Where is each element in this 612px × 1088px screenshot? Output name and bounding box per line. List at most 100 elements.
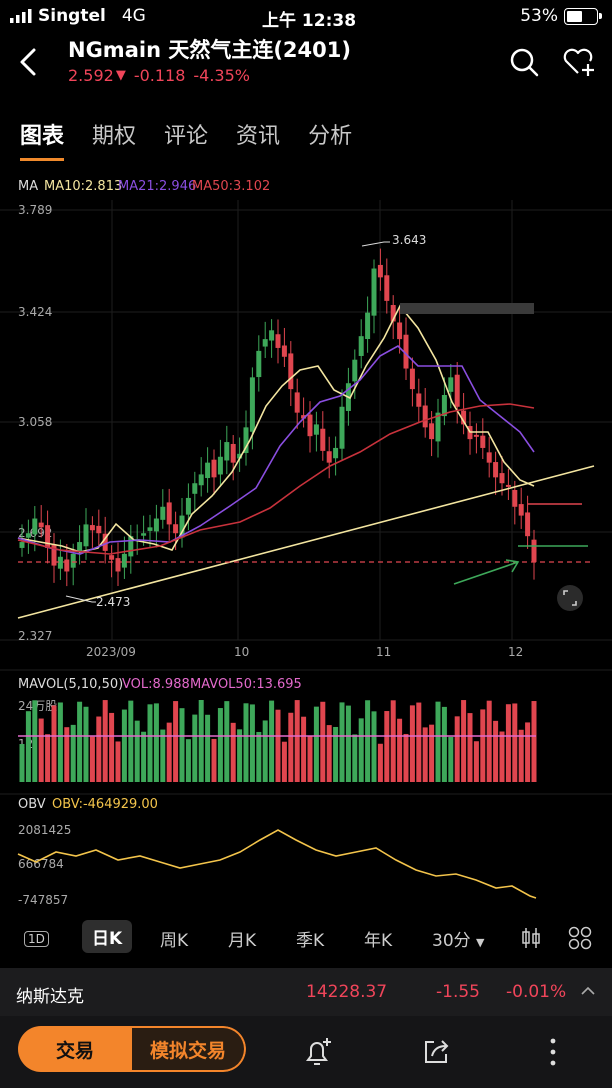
candle-body (153, 518, 159, 532)
timeframe-1d[interactable]: 1D (24, 928, 49, 948)
volume-bar (371, 711, 377, 782)
price-tick-2: 3.424 (18, 305, 52, 319)
timeframe-month[interactable]: 月K (228, 931, 257, 951)
time-tick-3: 11 (376, 645, 391, 659)
candle-body (96, 525, 102, 534)
volume-bar (493, 720, 499, 782)
candle-body (19, 542, 25, 548)
volume-bars (19, 700, 537, 782)
status-right: 53% (520, 6, 602, 26)
resistance-box (400, 303, 534, 314)
last-price: 2.592 (68, 66, 114, 85)
timeframe-day[interactable]: 日K (82, 920, 133, 953)
volume-bar (38, 718, 44, 782)
candle-body (409, 368, 415, 390)
volume-bar (19, 744, 25, 782)
share-icon[interactable] (420, 1036, 452, 1068)
timeframe-week[interactable]: 周K (160, 931, 189, 951)
tab-analysis[interactable]: 分析 (308, 124, 353, 149)
volume-bar (435, 701, 441, 782)
volume-bar (83, 706, 89, 782)
ma21-label: MA21:2.946 (118, 179, 196, 194)
chevron-up-icon[interactable] (580, 986, 596, 996)
candle-body (166, 502, 172, 525)
clock: 上午 12:38 (262, 11, 357, 31)
index-name: 纳斯达克 (16, 987, 84, 1007)
volume-bar (25, 711, 31, 782)
chart-area[interactable]: MA MA10:2.813 MA21:2.946 MA50:3.102 3.78… (0, 170, 612, 910)
volume-bar (128, 700, 134, 782)
search-icon[interactable] (508, 46, 540, 78)
back-arrow-icon[interactable] (14, 44, 44, 80)
index-ticker[interactable]: 纳斯达克 14228.37 -1.55 -0.01% (0, 968, 612, 1016)
candle-body (89, 525, 95, 531)
volume-bar (224, 701, 230, 782)
candle-body (499, 473, 505, 484)
timeframe-30min[interactable]: 30分 ▼ (432, 926, 485, 951)
battery-icon (564, 7, 602, 25)
candlestick-icon[interactable] (520, 926, 542, 950)
index-value: 14228.37 (306, 982, 388, 1002)
obv-tick-1: 2081425 (18, 823, 71, 837)
grid-icon[interactable] (568, 926, 592, 950)
time-tick-2: 10 (234, 645, 249, 659)
timeframe-bar: 1D 日K 周K 月K 季K 年K 30分 ▼ (0, 918, 612, 958)
volume-bar (307, 736, 313, 782)
volume-bar (160, 729, 166, 782)
volume-bar (518, 729, 524, 782)
volume-bar (313, 706, 319, 782)
volume-bar (480, 709, 486, 782)
candle-body (25, 533, 31, 538)
ma21-line (17, 345, 535, 555)
volume-bar (51, 705, 57, 782)
tab-chart[interactable]: 图表 (20, 118, 65, 161)
volume-bar (461, 700, 467, 782)
price-alert-icon[interactable] (302, 1036, 334, 1068)
candles (19, 248, 537, 587)
candle-body (371, 268, 377, 316)
candle-body (83, 524, 89, 547)
tab-options[interactable]: 期权 (92, 124, 137, 149)
timeframe-year[interactable]: 年K (364, 931, 393, 951)
trade-button[interactable]: 交易 (18, 1026, 132, 1072)
candle-body (505, 484, 511, 487)
section-tabs: 图表 期权 评论 资讯 分析 (20, 118, 352, 161)
candle-body (397, 322, 403, 340)
volume-bar (243, 703, 249, 782)
support-trendline (17, 465, 595, 619)
volume-bar (377, 743, 383, 782)
high-annotation: 3.643 (392, 233, 426, 247)
tab-news[interactable]: 资讯 (236, 124, 281, 149)
volume-bar (237, 729, 243, 782)
tab-comments[interactable]: 评论 (164, 124, 209, 149)
volume-bar (294, 700, 300, 782)
candle-body (45, 525, 51, 548)
volume-bar (384, 711, 390, 782)
candle-body (454, 374, 460, 407)
candle-body (109, 555, 115, 560)
obv-label: OBV (18, 797, 46, 812)
fullscreen-icon[interactable] (557, 585, 583, 611)
candle-body (518, 504, 524, 516)
carrier: Singtel (38, 6, 106, 26)
candle-body (269, 330, 275, 341)
price-tick-5: 2.327 (18, 629, 52, 643)
candle-body (64, 559, 70, 572)
price-tick-1: 3.789 (18, 203, 52, 217)
simulated-trade-button[interactable]: 模拟交易 (132, 1026, 246, 1072)
obv-tick-2: 666784 (18, 857, 64, 871)
volume-bar (429, 724, 435, 782)
add-favorite-heart-icon[interactable] (562, 46, 598, 78)
volume-bar (115, 741, 121, 782)
volume-bar (448, 736, 454, 782)
ma50-line (17, 403, 535, 555)
instrument-title: NGmain 天然气主连(2401) (68, 38, 351, 62)
down-arrow-icon: ▼ (115, 68, 126, 83)
candle-body (384, 275, 390, 301)
more-vertical-icon[interactable] (546, 1036, 560, 1068)
volume-bar (320, 701, 326, 782)
timeframe-quarter[interactable]: 季K (296, 931, 325, 951)
candle-body (121, 553, 127, 568)
volume-bar (173, 701, 179, 782)
candle-body (243, 427, 249, 453)
